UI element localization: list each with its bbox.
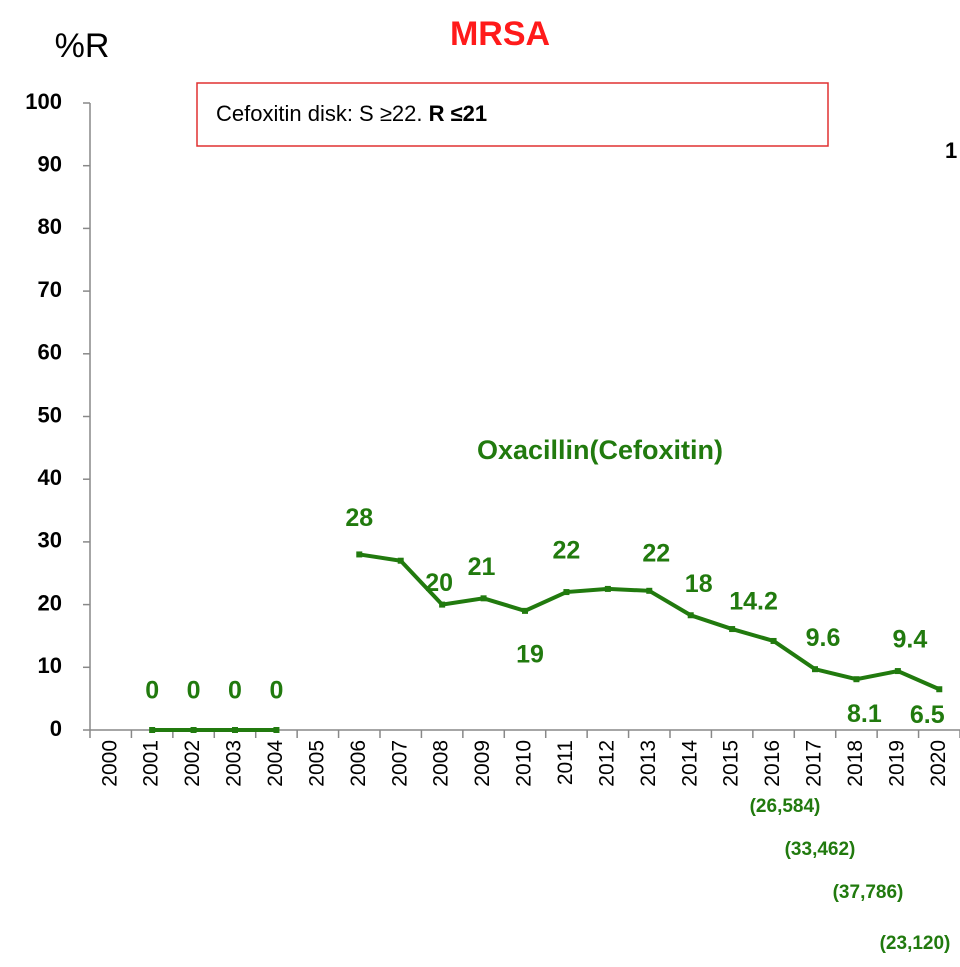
x-tick-label: 2012 (595, 740, 618, 787)
sample-size: (33,462) (785, 839, 856, 860)
y-tick-label: 10 (38, 653, 62, 678)
point (936, 686, 943, 693)
point (356, 551, 363, 558)
point (522, 607, 528, 614)
data-label: 19 (516, 640, 544, 668)
point (729, 626, 736, 633)
x-tick-label: 2003 (223, 740, 246, 787)
x-tick-label: 2002 (181, 740, 204, 787)
annotation-text: Cefoxitin disk: S ≥22. (216, 101, 429, 126)
x-tick-label: 2001 (140, 740, 163, 787)
y-tick-label: 0 (50, 716, 62, 741)
sample-size: (37,786) (833, 882, 904, 903)
x-tick-label: 2020 (927, 740, 950, 787)
data-label: 21 (468, 553, 496, 581)
data-label: 8.1 (847, 700, 882, 728)
y-tick-label: 100 (25, 89, 62, 114)
x-tick-label: 2014 (678, 740, 701, 787)
x-tick-label: 2017 (803, 740, 826, 787)
annotation-bold: R ≤21 (429, 101, 488, 126)
point (563, 589, 570, 596)
x-tick-label: 2000 (98, 740, 121, 787)
y-tick-label: 60 (38, 340, 62, 365)
data-label: 0 (269, 677, 283, 705)
series-label: Oxacillin(Cefoxitin) (477, 435, 723, 465)
point (770, 637, 777, 644)
data-label: 20 (425, 569, 453, 597)
y-tick-label: 50 (38, 402, 62, 427)
y-tick-label: 80 (38, 214, 62, 239)
point (812, 666, 818, 673)
point (397, 557, 404, 564)
x-tick-label: 2008 (430, 740, 453, 787)
x-tick-label: 2007 (388, 740, 411, 787)
point (232, 727, 238, 733)
data-label: 9.4 (892, 626, 927, 654)
chart-title: MRSA (450, 15, 550, 53)
point (604, 585, 611, 592)
data-label: 6.5 (910, 701, 945, 729)
point (853, 676, 860, 683)
sample-size: (26,584) (750, 796, 821, 817)
clipped-text: 1 (945, 138, 957, 163)
x-tick-label: 2019 (885, 740, 908, 787)
x-tick-label: 2009 (471, 740, 494, 787)
data-label: 0 (187, 677, 201, 705)
point (687, 612, 694, 619)
data-label: 22 (553, 537, 581, 565)
annotation: Cefoxitin disk: S ≥22. R ≤21 (216, 101, 487, 126)
y-tick-label: 40 (38, 465, 62, 490)
data-label: 0 (145, 677, 159, 705)
data-label: 22 (642, 539, 670, 567)
data-label: 0 (228, 677, 242, 705)
y-tick-label: 20 (38, 590, 62, 615)
data-label: 28 (345, 504, 373, 532)
point (149, 727, 156, 733)
x-tick-label: 2013 (637, 740, 660, 787)
x-tick-label: 2015 (720, 740, 743, 787)
point (646, 587, 653, 594)
data-label: 9.6 (806, 624, 841, 652)
point (894, 668, 901, 675)
x-tick-label: 2006 (347, 740, 370, 787)
x-tick-label: 2018 (844, 740, 867, 787)
x-tick-label: 2004 (264, 740, 287, 787)
x-tick-label: 2005 (305, 740, 328, 787)
y-tick-label: 70 (38, 277, 62, 302)
x-tick-label: 2016 (761, 740, 784, 787)
y-tick-label: 90 (38, 152, 62, 177)
data-label: 14.2 (729, 588, 778, 616)
point (273, 727, 280, 733)
x-tick-label: 2011 (554, 740, 577, 785)
x-tick-label: 2010 (513, 740, 536, 787)
point (190, 727, 197, 733)
annotation-box (196, 82, 829, 147)
data-label: 18 (685, 570, 713, 598)
y-axis-label: %R (55, 27, 110, 65)
sample-size: (23,120) (880, 933, 951, 954)
point (439, 601, 446, 608)
y-tick-label: 30 (38, 528, 62, 553)
point (480, 595, 487, 602)
